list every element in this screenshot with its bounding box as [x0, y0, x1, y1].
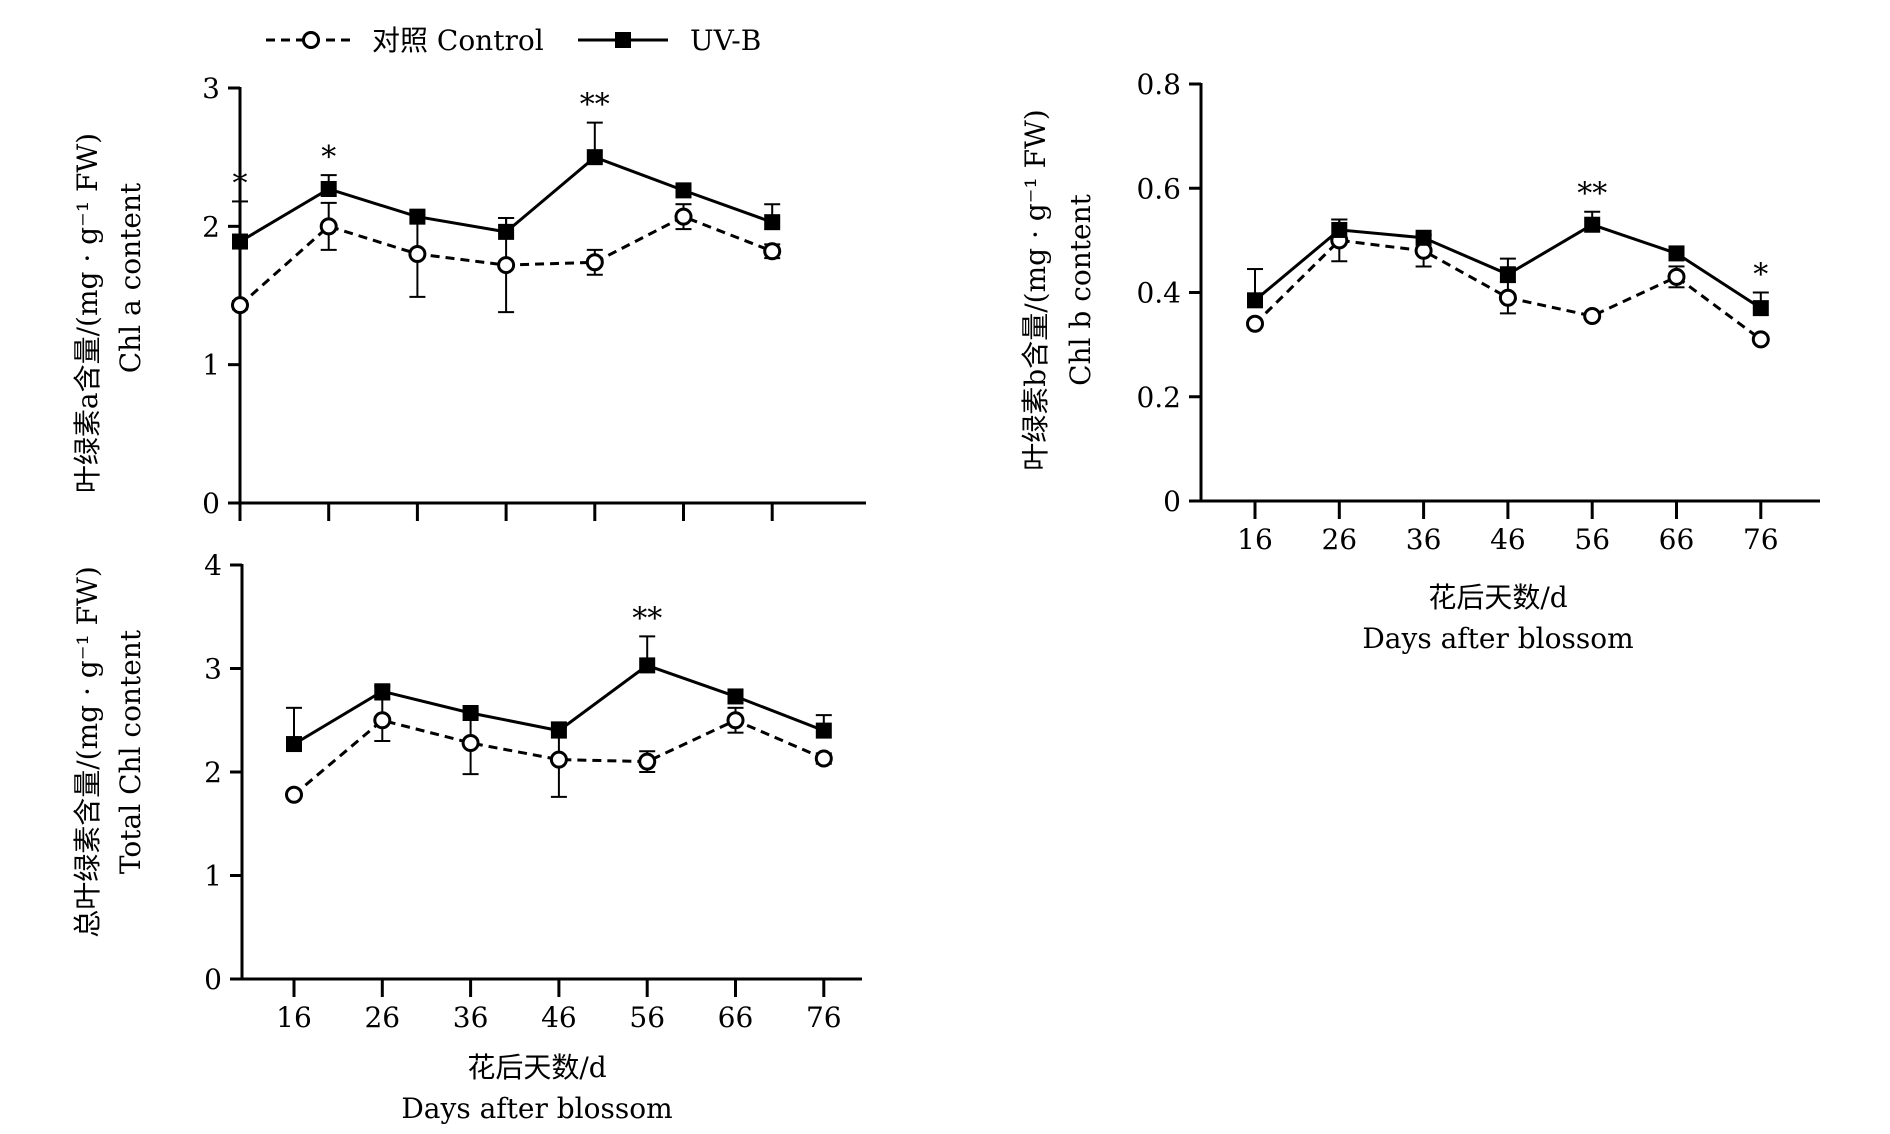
chl-a-uvb-point: [675, 182, 692, 199]
chl-b-y-tick-label: 0.4: [1136, 277, 1181, 310]
chl-a-control-point: [585, 253, 604, 272]
total-chl-control-point: [461, 734, 480, 753]
chl-b-control-point: [1751, 330, 1770, 349]
total-chl-xlabel-cn: 花后天数/d: [467, 1051, 606, 1084]
total-chl-ylabel-cn: 总叶绿素含量/(mg · g⁻¹ FW): [71, 566, 104, 938]
chl-a-significance-label: *: [321, 140, 336, 175]
total-chl-x-tick-label: 16: [276, 1001, 312, 1034]
chl-b-uvb-point: [1331, 221, 1348, 238]
legend-uvb-label: UV-B: [690, 24, 761, 57]
chl-a-significance-label: *: [233, 166, 248, 201]
chl-b-control-point: [1498, 288, 1517, 307]
total-chl-control-point: [814, 749, 833, 768]
legend-uvb-marker: [615, 32, 631, 48]
total-chl-x-tick-label: 76: [806, 1001, 842, 1034]
chl-b-uvb-point: [1668, 245, 1685, 262]
chl-b-control-point: [1583, 306, 1602, 325]
total-chl-uvb-point: [550, 722, 567, 739]
chl-a-uvb-point: [232, 233, 248, 250]
chl-b-ylabel-en: Chl b content: [1064, 193, 1097, 386]
total-chl-uvb-point: [374, 683, 391, 700]
chl-b-x-tick-label: 66: [1659, 523, 1695, 556]
chl-a-y-tick-label: 1: [202, 349, 220, 382]
chl-a-uvb-point: [586, 149, 603, 166]
total-chl-uvb-point: [286, 736, 302, 753]
chl-b-ylabel-cn: 叶绿素b含量/(mg · g⁻¹ FW): [1019, 109, 1052, 470]
total-chl-uvb-point: [639, 657, 656, 674]
total-chl-y-tick-label: 3: [204, 653, 222, 686]
total-chl-control-point: [638, 752, 657, 771]
total-chl-significance-label: **: [632, 601, 662, 636]
chl-b-control-point: [1667, 267, 1686, 286]
chl-b-x-tick-label: 26: [1321, 523, 1357, 556]
chl-b-uvb-point: [1415, 229, 1432, 246]
chl-a-significance-label: **: [580, 88, 610, 123]
total-chl-x-tick-label: 46: [541, 1001, 577, 1034]
chl-b-xlabel-en: Days after blossom: [1362, 622, 1633, 655]
chl-b-uvb-point: [1247, 292, 1263, 309]
chl-b-uvb-point: [1752, 300, 1769, 317]
total-chl-x-tick-label: 26: [364, 1001, 400, 1034]
total-chl-uvb-point: [727, 688, 744, 705]
total-chl-x-tick-label: 56: [629, 1001, 665, 1034]
total-chl-uvb-point: [815, 722, 832, 739]
chl-a-control-point: [319, 217, 338, 236]
total-chl-control-point: [285, 785, 303, 804]
chl-b-uvb-point: [1499, 266, 1516, 283]
chl-a-ylabel-en: Chl a content: [114, 182, 147, 373]
chl-b-significance-label: **: [1577, 177, 1607, 212]
total-chl-ylabel-en: Total Chl content: [114, 629, 147, 874]
chl-b-x-tick-label: 36: [1406, 523, 1442, 556]
chl-b-xlabel-cn: 花后天数/d: [1428, 581, 1567, 614]
chl-b-uvb-point: [1584, 216, 1601, 233]
chl-b-x-tick-label: 16: [1237, 523, 1273, 556]
chart-panel-chl-b: 叶绿素b含量/(mg · g⁻¹ FW) Chl b content 花后天数/…: [1019, 68, 1820, 655]
total-chl-y-tick-label: 4: [204, 549, 222, 582]
total-chl-x-tick-label: 36: [453, 1001, 489, 1034]
chl-b-x-tick-label: 46: [1490, 523, 1526, 556]
chl-b-significance-label: *: [1753, 258, 1768, 293]
chl-a-y-tick-label: 0: [202, 487, 220, 520]
chl-a-uvb-point: [764, 214, 781, 231]
total-chl-control-point: [549, 750, 568, 769]
total-chl-y-tick-label: 0: [204, 963, 222, 996]
total-chl-xlabel-en: Days after blossom: [401, 1092, 672, 1125]
total-chl-y-tick-label: 1: [204, 860, 222, 893]
chart-panel-total-chl: 总叶绿素含量/(mg · g⁻¹ FW) Total Chl content 花…: [71, 549, 862, 1125]
chl-b-x-tick-label: 56: [1574, 523, 1610, 556]
chl-a-control-point: [408, 245, 427, 263]
total-chl-control-point: [373, 711, 392, 730]
chl-a-y-tick-label: 2: [202, 210, 220, 243]
chl-b-x-tick-label: 76: [1743, 523, 1779, 556]
chl-b-y-tick-label: 0.6: [1136, 172, 1181, 205]
total-chl-uvb-point: [462, 705, 479, 722]
chl-b-y-tick-label: 0: [1163, 485, 1181, 518]
chl-a-control-point: [763, 242, 782, 261]
chl-a-uvb-point: [320, 180, 337, 197]
chl-a-uvb-point: [498, 223, 515, 240]
total-chl-y-tick-label: 2: [204, 756, 222, 789]
legend: 对照 Control UV-B: [266, 24, 761, 57]
chl-a-ylabel-cn: 叶绿素a含量/(mg · g⁻¹ FW): [71, 133, 104, 493]
chl-a-uvb-point: [409, 208, 426, 225]
legend-control-marker: [302, 31, 320, 49]
chart-panel-chl-a: 叶绿素a含量/(mg · g⁻¹ FW) Chl a content 0 1 2 3 *…: [71, 72, 866, 521]
total-chl-x-tick-label: 66: [718, 1001, 754, 1034]
legend-control-label: 对照 Control: [372, 24, 544, 57]
chl-b-y-tick-label: 0.2: [1136, 381, 1181, 414]
chl-a-y-tick-label: 3: [202, 72, 220, 105]
chl-b-control-point: [1246, 314, 1264, 333]
chl-a-control-point: [674, 207, 693, 226]
total-chl-control-point: [726, 711, 745, 730]
chl-a-control-point: [497, 256, 516, 275]
chl-a-control-point: [231, 296, 249, 315]
chl-b-y-tick-label: 0.8: [1136, 68, 1181, 101]
